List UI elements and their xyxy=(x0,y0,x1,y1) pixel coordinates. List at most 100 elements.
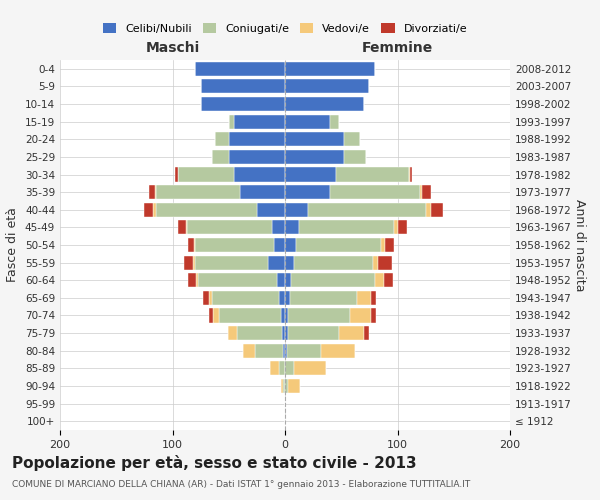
Y-axis label: Fasce di età: Fasce di età xyxy=(7,208,19,282)
Bar xyxy=(308,202,425,217)
Bar xyxy=(285,114,330,128)
Bar xyxy=(274,238,285,252)
Bar xyxy=(193,256,195,270)
Bar xyxy=(212,291,280,305)
Bar xyxy=(364,326,370,340)
Bar xyxy=(285,379,289,393)
Bar xyxy=(285,185,330,199)
Bar xyxy=(283,379,285,393)
Bar xyxy=(294,362,325,376)
Bar xyxy=(289,308,350,322)
Bar xyxy=(285,362,294,376)
Bar xyxy=(196,273,199,287)
Bar xyxy=(343,150,366,164)
Bar xyxy=(409,168,410,181)
Bar xyxy=(280,362,285,376)
Bar xyxy=(285,256,294,270)
Bar xyxy=(154,202,155,217)
Bar xyxy=(186,220,187,234)
Bar xyxy=(335,168,409,181)
Bar xyxy=(431,202,443,217)
Bar xyxy=(200,97,285,111)
Text: COMUNE DI MARCIANO DELLA CHIANA (AR) - Dati ISTAT 1° gennaio 2013 - Elaborazione: COMUNE DI MARCIANO DELLA CHIANA (AR) - D… xyxy=(12,480,470,489)
Bar xyxy=(425,202,431,217)
Bar xyxy=(285,238,296,252)
Bar xyxy=(350,308,371,322)
Bar xyxy=(195,256,268,270)
Bar xyxy=(285,132,343,146)
Bar xyxy=(379,256,392,270)
Bar xyxy=(343,132,361,146)
Bar xyxy=(155,185,240,199)
Bar xyxy=(285,291,290,305)
Bar xyxy=(212,150,229,164)
Bar xyxy=(244,344,254,358)
Bar xyxy=(254,344,283,358)
Bar xyxy=(213,308,218,322)
Y-axis label: Anni di nascita: Anni di nascita xyxy=(572,198,586,291)
Bar xyxy=(287,344,321,358)
Bar xyxy=(281,379,283,393)
Bar xyxy=(299,220,394,234)
Bar xyxy=(236,326,281,340)
Bar xyxy=(218,308,281,322)
Bar xyxy=(285,80,370,94)
Bar xyxy=(178,168,235,181)
Bar xyxy=(384,273,393,287)
Bar xyxy=(290,291,357,305)
Bar xyxy=(285,308,289,322)
Bar xyxy=(229,132,285,146)
Bar xyxy=(188,273,196,287)
Bar xyxy=(289,379,299,393)
Bar xyxy=(209,291,212,305)
Bar xyxy=(145,202,154,217)
Bar xyxy=(410,168,412,181)
Bar xyxy=(184,256,193,270)
Text: Femmine: Femmine xyxy=(362,40,433,54)
Bar xyxy=(257,202,285,217)
Bar xyxy=(398,220,407,234)
Bar xyxy=(330,114,339,128)
Bar xyxy=(268,256,285,270)
Bar xyxy=(240,185,285,199)
Bar xyxy=(285,150,343,164)
Bar xyxy=(200,80,285,94)
Bar xyxy=(235,168,285,181)
Bar xyxy=(285,62,375,76)
Bar xyxy=(277,273,285,287)
Bar xyxy=(321,344,355,358)
Bar xyxy=(296,238,380,252)
Bar xyxy=(422,185,431,199)
Bar xyxy=(285,202,308,217)
Bar xyxy=(280,291,285,305)
Bar xyxy=(281,308,285,322)
Bar xyxy=(285,168,335,181)
Legend: Celibi/Nubili, Coniugati/e, Vedovi/e, Divorziati/e: Celibi/Nubili, Coniugati/e, Vedovi/e, Di… xyxy=(97,18,473,40)
Bar xyxy=(385,238,394,252)
Bar xyxy=(215,132,229,146)
Bar xyxy=(227,326,236,340)
Bar xyxy=(373,256,379,270)
Bar xyxy=(420,185,422,199)
Bar xyxy=(357,291,371,305)
Bar xyxy=(229,150,285,164)
Bar xyxy=(285,220,299,234)
Bar xyxy=(285,273,290,287)
Bar xyxy=(188,238,194,252)
Bar xyxy=(195,238,274,252)
Bar xyxy=(290,273,375,287)
Bar xyxy=(149,185,155,199)
Bar xyxy=(380,238,385,252)
Bar xyxy=(178,220,186,234)
Bar xyxy=(294,256,373,270)
Text: Maschi: Maschi xyxy=(145,40,200,54)
Text: Popolazione per età, sesso e stato civile - 2013: Popolazione per età, sesso e stato civil… xyxy=(12,455,416,471)
Bar xyxy=(283,344,285,358)
Bar xyxy=(229,114,235,128)
Bar xyxy=(281,326,285,340)
Bar xyxy=(203,291,209,305)
Bar xyxy=(285,344,287,358)
Bar xyxy=(330,185,420,199)
Bar xyxy=(271,362,280,376)
Bar xyxy=(285,326,289,340)
